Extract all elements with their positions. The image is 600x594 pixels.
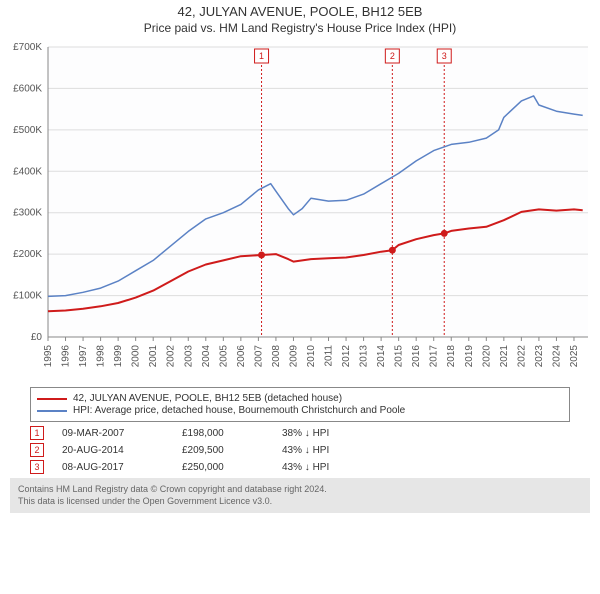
svg-text:£0: £0 <box>31 332 43 343</box>
svg-text:2001: 2001 <box>148 345 159 368</box>
event-date: 09-MAR-2007 <box>62 428 182 439</box>
svg-text:£100K: £100K <box>13 291 42 302</box>
svg-text:2016: 2016 <box>411 345 422 368</box>
event-marker: 3 <box>30 460 44 474</box>
svg-text:2012: 2012 <box>341 345 352 368</box>
event-row: 1 09-MAR-2007£198,00038% ↓ HPI <box>30 426 590 440</box>
svg-text:1998: 1998 <box>96 345 107 368</box>
event-date: 20-AUG-2014 <box>62 445 182 456</box>
svg-text:2007: 2007 <box>253 345 264 368</box>
legend-swatch <box>37 398 67 400</box>
svg-text:1995: 1995 <box>43 345 54 368</box>
event-table: 1 09-MAR-2007£198,00038% ↓ HPI 2 20-AUG-201… <box>30 426 590 474</box>
svg-text:£600K: £600K <box>13 83 42 94</box>
footer-attribution: Contains HM Land Registry data © Crown c… <box>10 478 590 513</box>
event-hpi: 43% ↓ HPI <box>282 462 382 473</box>
svg-text:£300K: £300K <box>13 208 42 219</box>
event-marker: 2 <box>30 443 44 457</box>
svg-text:2005: 2005 <box>218 345 229 368</box>
footer-line2: This data is licensed under the Open Gov… <box>18 496 582 508</box>
svg-text:£200K: £200K <box>13 249 42 260</box>
svg-text:2002: 2002 <box>166 345 177 368</box>
svg-text:2022: 2022 <box>516 345 527 368</box>
chart-svg: £0 £100K £200K £300K £400K £500K £600K £700K 199… <box>0 41 600 381</box>
svg-text:1999: 1999 <box>113 345 124 368</box>
svg-text:1997: 1997 <box>78 345 89 368</box>
chart-subtitle: Price paid vs. HM Land Registry's House … <box>0 21 600 35</box>
footer-line1: Contains HM Land Registry data © Crown c… <box>18 484 582 496</box>
svg-text:2000: 2000 <box>131 345 142 368</box>
legend-swatch <box>37 410 67 412</box>
svg-text:2015: 2015 <box>394 345 405 368</box>
svg-text:2020: 2020 <box>481 345 492 368</box>
event-row: 2 20-AUG-2014£209,50043% ↓ HPI <box>30 443 590 457</box>
svg-text:1: 1 <box>259 51 264 61</box>
legend-item: 42, JULYAN AVENUE, POOLE, BH12 5EB (deta… <box>37 393 563 404</box>
svg-text:2025: 2025 <box>569 345 580 368</box>
svg-text:2009: 2009 <box>288 345 299 368</box>
svg-text:2014: 2014 <box>376 345 387 368</box>
svg-text:2011: 2011 <box>324 345 335 367</box>
svg-text:£700K: £700K <box>13 42 42 53</box>
svg-text:2003: 2003 <box>183 345 194 368</box>
event-price: £209,500 <box>182 445 282 456</box>
svg-text:£400K: £400K <box>13 166 42 177</box>
event-row: 3 08-AUG-2017£250,00043% ↓ HPI <box>30 460 590 474</box>
event-date: 08-AUG-2017 <box>62 462 182 473</box>
svg-text:2017: 2017 <box>429 345 440 368</box>
svg-text:2021: 2021 <box>499 345 510 368</box>
svg-text:2010: 2010 <box>306 345 317 368</box>
event-price: £250,000 <box>182 462 282 473</box>
svg-text:2008: 2008 <box>271 345 282 368</box>
svg-text:2004: 2004 <box>201 345 212 368</box>
svg-text:2023: 2023 <box>534 345 545 368</box>
event-marker: 1 <box>30 426 44 440</box>
chart-title: 42, JULYAN AVENUE, POOLE, BH12 5EB <box>0 4 600 19</box>
legend: 42, JULYAN AVENUE, POOLE, BH12 5EB (deta… <box>30 387 570 422</box>
svg-text:2019: 2019 <box>464 345 475 368</box>
legend-item: HPI: Average price, detached house, Bour… <box>37 405 563 416</box>
svg-text:2: 2 <box>390 51 395 61</box>
svg-text:£500K: £500K <box>13 125 42 136</box>
event-hpi: 43% ↓ HPI <box>282 445 382 456</box>
svg-text:3: 3 <box>442 51 447 61</box>
svg-text:2013: 2013 <box>359 345 370 368</box>
svg-text:2006: 2006 <box>236 345 247 368</box>
event-hpi: 38% ↓ HPI <box>282 428 382 439</box>
legend-label: HPI: Average price, detached house, Bour… <box>73 405 405 416</box>
svg-text:1996: 1996 <box>61 345 72 368</box>
svg-text:2024: 2024 <box>551 345 562 368</box>
svg-text:2018: 2018 <box>446 345 457 368</box>
legend-label: 42, JULYAN AVENUE, POOLE, BH12 5EB (deta… <box>73 393 342 404</box>
chart-area: £0 £100K £200K £300K £400K £500K £600K £700K 199… <box>0 41 600 381</box>
event-price: £198,000 <box>182 428 282 439</box>
